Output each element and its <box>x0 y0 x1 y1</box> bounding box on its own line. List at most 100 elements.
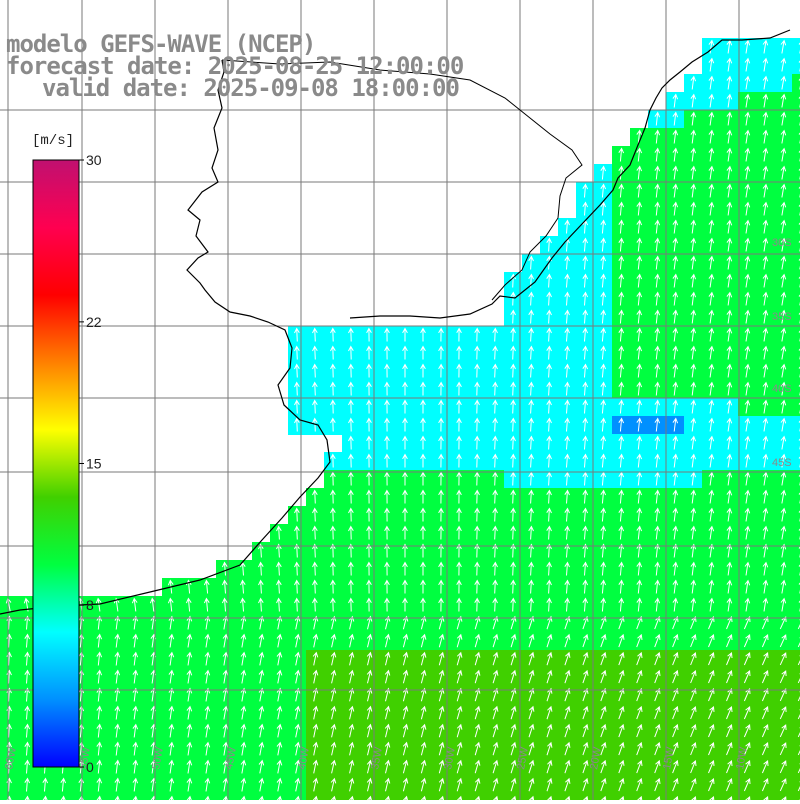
wind-arrow <box>636 201 643 216</box>
wind-arrow <box>564 543 570 558</box>
field-cell <box>684 236 703 255</box>
field-cell <box>720 272 739 291</box>
field-cell <box>720 146 739 165</box>
field-cell <box>666 236 685 255</box>
field-cell <box>612 146 631 165</box>
field-cell <box>414 686 433 705</box>
wind-arrow <box>348 615 355 630</box>
wind-arrow <box>312 417 318 432</box>
wind-arrow <box>708 291 715 306</box>
wind-arrow <box>348 633 355 648</box>
field-cell <box>432 452 451 471</box>
field-cell <box>198 722 217 741</box>
field-cell <box>648 416 667 435</box>
field-cell <box>594 488 613 507</box>
wind-arrow <box>492 327 498 342</box>
field-cell <box>504 542 523 561</box>
field-cell <box>576 308 595 327</box>
field-cell <box>720 380 739 399</box>
field-cell <box>630 362 649 381</box>
wind-arrow <box>744 183 751 198</box>
wind-arrow <box>438 453 444 468</box>
wind-arrow <box>726 652 733 666</box>
wind-arrow <box>582 417 589 432</box>
wind-arrow <box>636 309 643 324</box>
field-cell <box>468 380 487 399</box>
field-cell <box>576 200 595 219</box>
wind-arrow <box>330 417 336 432</box>
field-cell <box>450 416 469 435</box>
wind-arrow <box>96 615 103 630</box>
wind-arrow <box>312 597 318 612</box>
field-cell <box>648 164 667 183</box>
field-cell <box>774 326 793 345</box>
wind-arrow <box>132 633 139 648</box>
wind-arrow <box>546 399 552 414</box>
wind-arrow <box>24 651 31 666</box>
wind-arrow <box>582 669 589 684</box>
wind-arrow <box>492 597 498 612</box>
field-cell <box>162 704 181 723</box>
field-cell <box>792 326 800 345</box>
wind-arrow <box>654 219 661 234</box>
wind-arrow <box>438 741 445 756</box>
field-cell <box>108 704 127 723</box>
field-cell <box>666 506 685 525</box>
field-cell <box>378 632 397 651</box>
field-cell <box>684 344 703 363</box>
field-cell <box>216 740 235 759</box>
wind-arrow <box>258 651 265 666</box>
wind-arrow <box>24 759 31 774</box>
field-cell <box>612 182 631 201</box>
wind-arrow <box>204 651 211 666</box>
wind-arrow <box>780 597 787 612</box>
field-cell <box>162 632 181 651</box>
wind-arrow <box>402 561 408 576</box>
wind-arrow <box>366 615 373 630</box>
field-cell <box>774 272 793 291</box>
field-cell <box>720 452 739 471</box>
wind-arrow <box>510 327 516 342</box>
wind-arrow <box>672 291 679 306</box>
field-cell <box>720 560 739 579</box>
field-cell <box>126 668 145 687</box>
field-cell <box>576 254 595 273</box>
field-cell <box>216 758 235 777</box>
coastline-inland <box>221 59 583 301</box>
field-cell <box>486 434 505 453</box>
field-cell <box>648 308 667 327</box>
wind-arrow <box>240 615 247 630</box>
field-cell <box>702 506 721 525</box>
wind-arrow <box>708 255 715 270</box>
field-cell <box>504 398 523 417</box>
wind-arrow <box>384 615 391 630</box>
wind-arrow <box>348 327 354 342</box>
field-cell <box>306 776 325 795</box>
field-cell <box>774 452 793 471</box>
field-cell <box>234 704 253 723</box>
field-cell <box>180 722 199 741</box>
field-cell <box>252 776 271 795</box>
wind-arrow <box>726 165 733 180</box>
wind-arrow <box>384 363 390 378</box>
wind-arrow <box>420 399 426 414</box>
wind-arrow <box>420 615 427 630</box>
wind-arrow <box>672 129 679 144</box>
field-cell <box>756 380 775 399</box>
field-cell <box>504 470 523 489</box>
wind-arrow <box>726 399 733 414</box>
field-cell <box>774 632 793 651</box>
wind-arrow <box>402 507 408 522</box>
wind-arrow <box>438 759 445 774</box>
wind-arrow <box>690 201 697 216</box>
wind-arrow <box>546 273 552 288</box>
field-cell <box>756 434 775 453</box>
wind-arrow <box>294 687 301 702</box>
field-cell <box>720 200 739 219</box>
field-cell <box>306 722 325 741</box>
field-cell <box>774 686 793 705</box>
wind-arrow <box>564 291 570 306</box>
wind-arrow <box>780 543 787 558</box>
field-cell <box>432 758 451 777</box>
